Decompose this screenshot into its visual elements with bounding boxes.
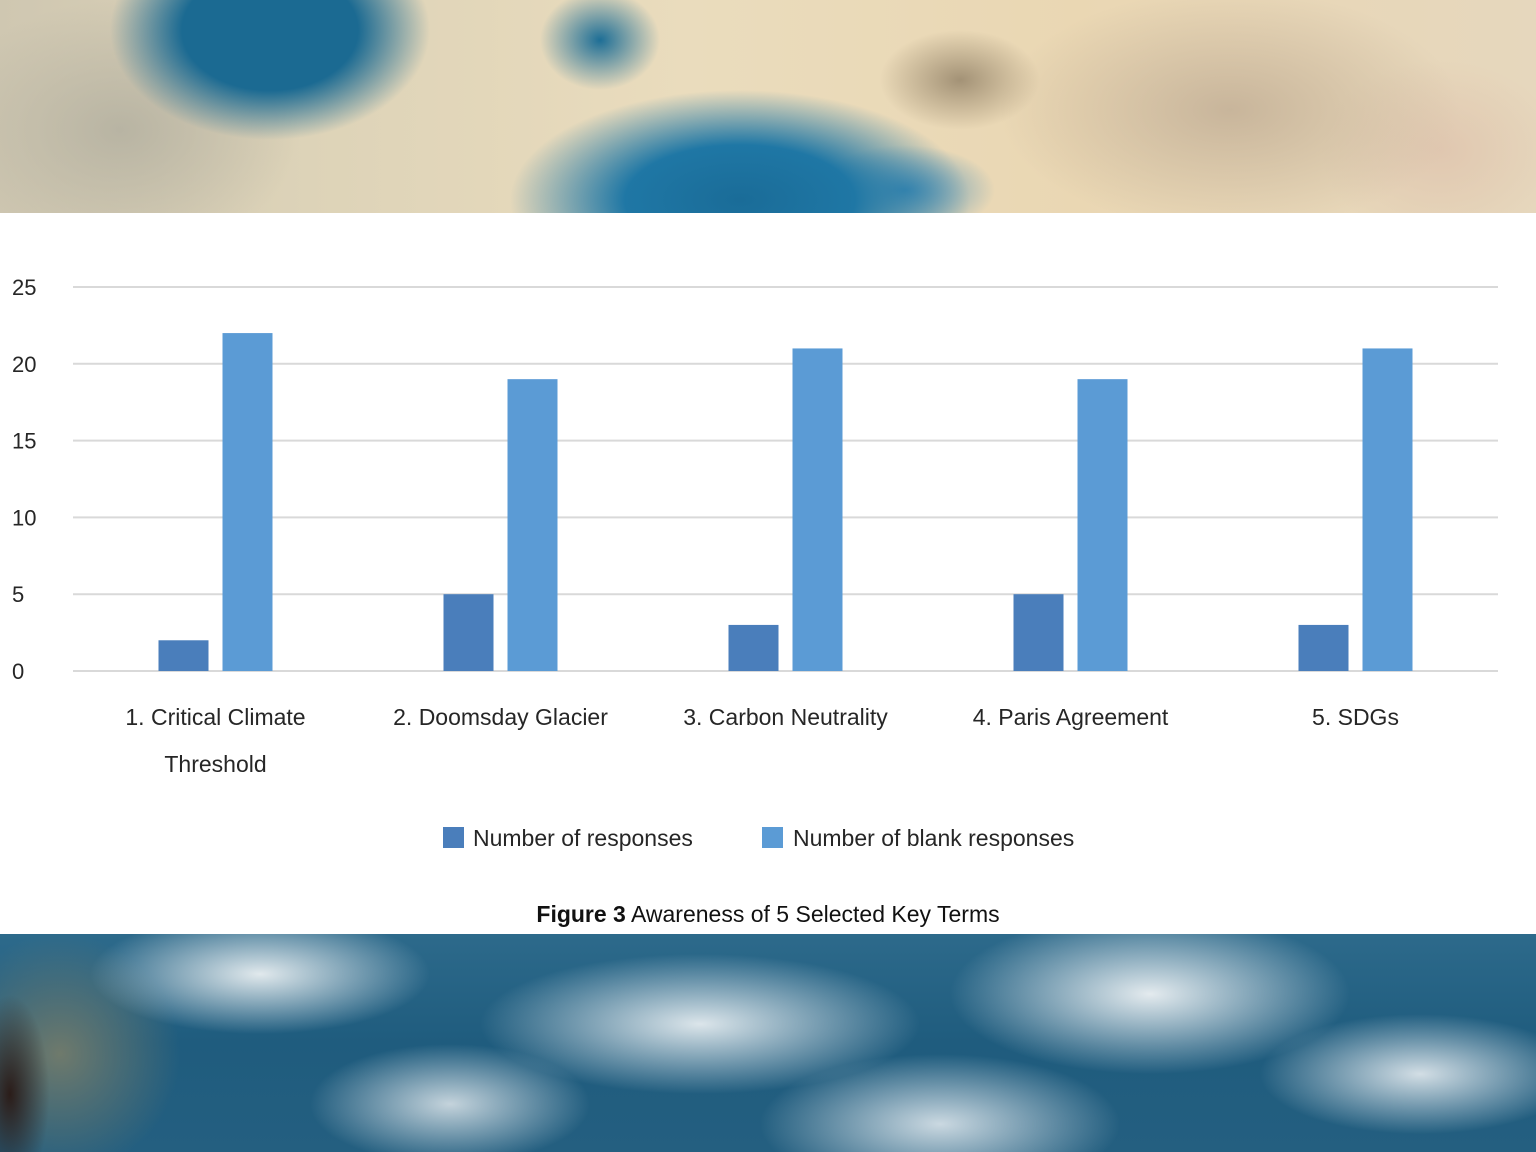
bars — [158, 333, 1413, 671]
y-tick-label: 5 — [12, 582, 24, 607]
y-tick-label: 10 — [12, 505, 36, 530]
bar-responses — [158, 640, 209, 671]
x-category-label: 4. Paris Agreement — [973, 704, 1169, 730]
satellite-photo-top — [0, 0, 1536, 213]
legend-label: Number of blank responses — [793, 825, 1074, 851]
bar-chart: 0 5 10 15 20 25 1. Critical Climate Threshold 2… — [12, 275, 1498, 851]
satellite-photo-bottom — [0, 934, 1536, 1152]
bar-blank-responses — [507, 379, 558, 671]
legend-swatch-responses — [443, 827, 464, 848]
bar-blank-responses — [222, 333, 273, 671]
bar-blank-responses — [792, 348, 843, 671]
bar-responses — [1298, 624, 1349, 671]
x-category-label: 2. Doomsday Glacier — [393, 704, 608, 730]
bar-responses — [728, 624, 779, 671]
bar-blank-responses — [1077, 379, 1128, 671]
legend-label: Number of responses — [473, 825, 693, 851]
figure-caption-label: Figure 3 — [536, 901, 626, 927]
x-category-label: 1. Critical Climate — [125, 704, 305, 730]
y-tick-label: 20 — [12, 352, 36, 377]
y-tick-label: 25 — [12, 275, 36, 300]
bar-responses — [1013, 594, 1064, 671]
figure-caption-text: Awareness of 5 Selected Key Terms — [630, 901, 1000, 927]
x-category-label: Threshold — [164, 751, 266, 777]
bar-responses — [443, 594, 494, 671]
x-category-label: 5. SDGs — [1312, 704, 1399, 730]
figure-caption: Figure 3 Awareness of 5 Selected Key Ter… — [0, 900, 1536, 928]
legend: Number of responses Number of blank respo… — [443, 825, 1074, 851]
y-tick-label: 0 — [12, 659, 24, 684]
x-category-label: 3. Carbon Neutrality — [683, 704, 888, 730]
legend-swatch-blank-responses — [762, 827, 783, 848]
x-axis-categories: 1. Critical Climate Threshold 2. Doomsday … — [125, 704, 1399, 777]
y-tick-label: 15 — [12, 429, 36, 454]
y-axis-ticks: 0 5 10 15 20 25 — [12, 275, 36, 684]
gridlines — [73, 286, 1498, 672]
bar-blank-responses — [1362, 348, 1413, 671]
